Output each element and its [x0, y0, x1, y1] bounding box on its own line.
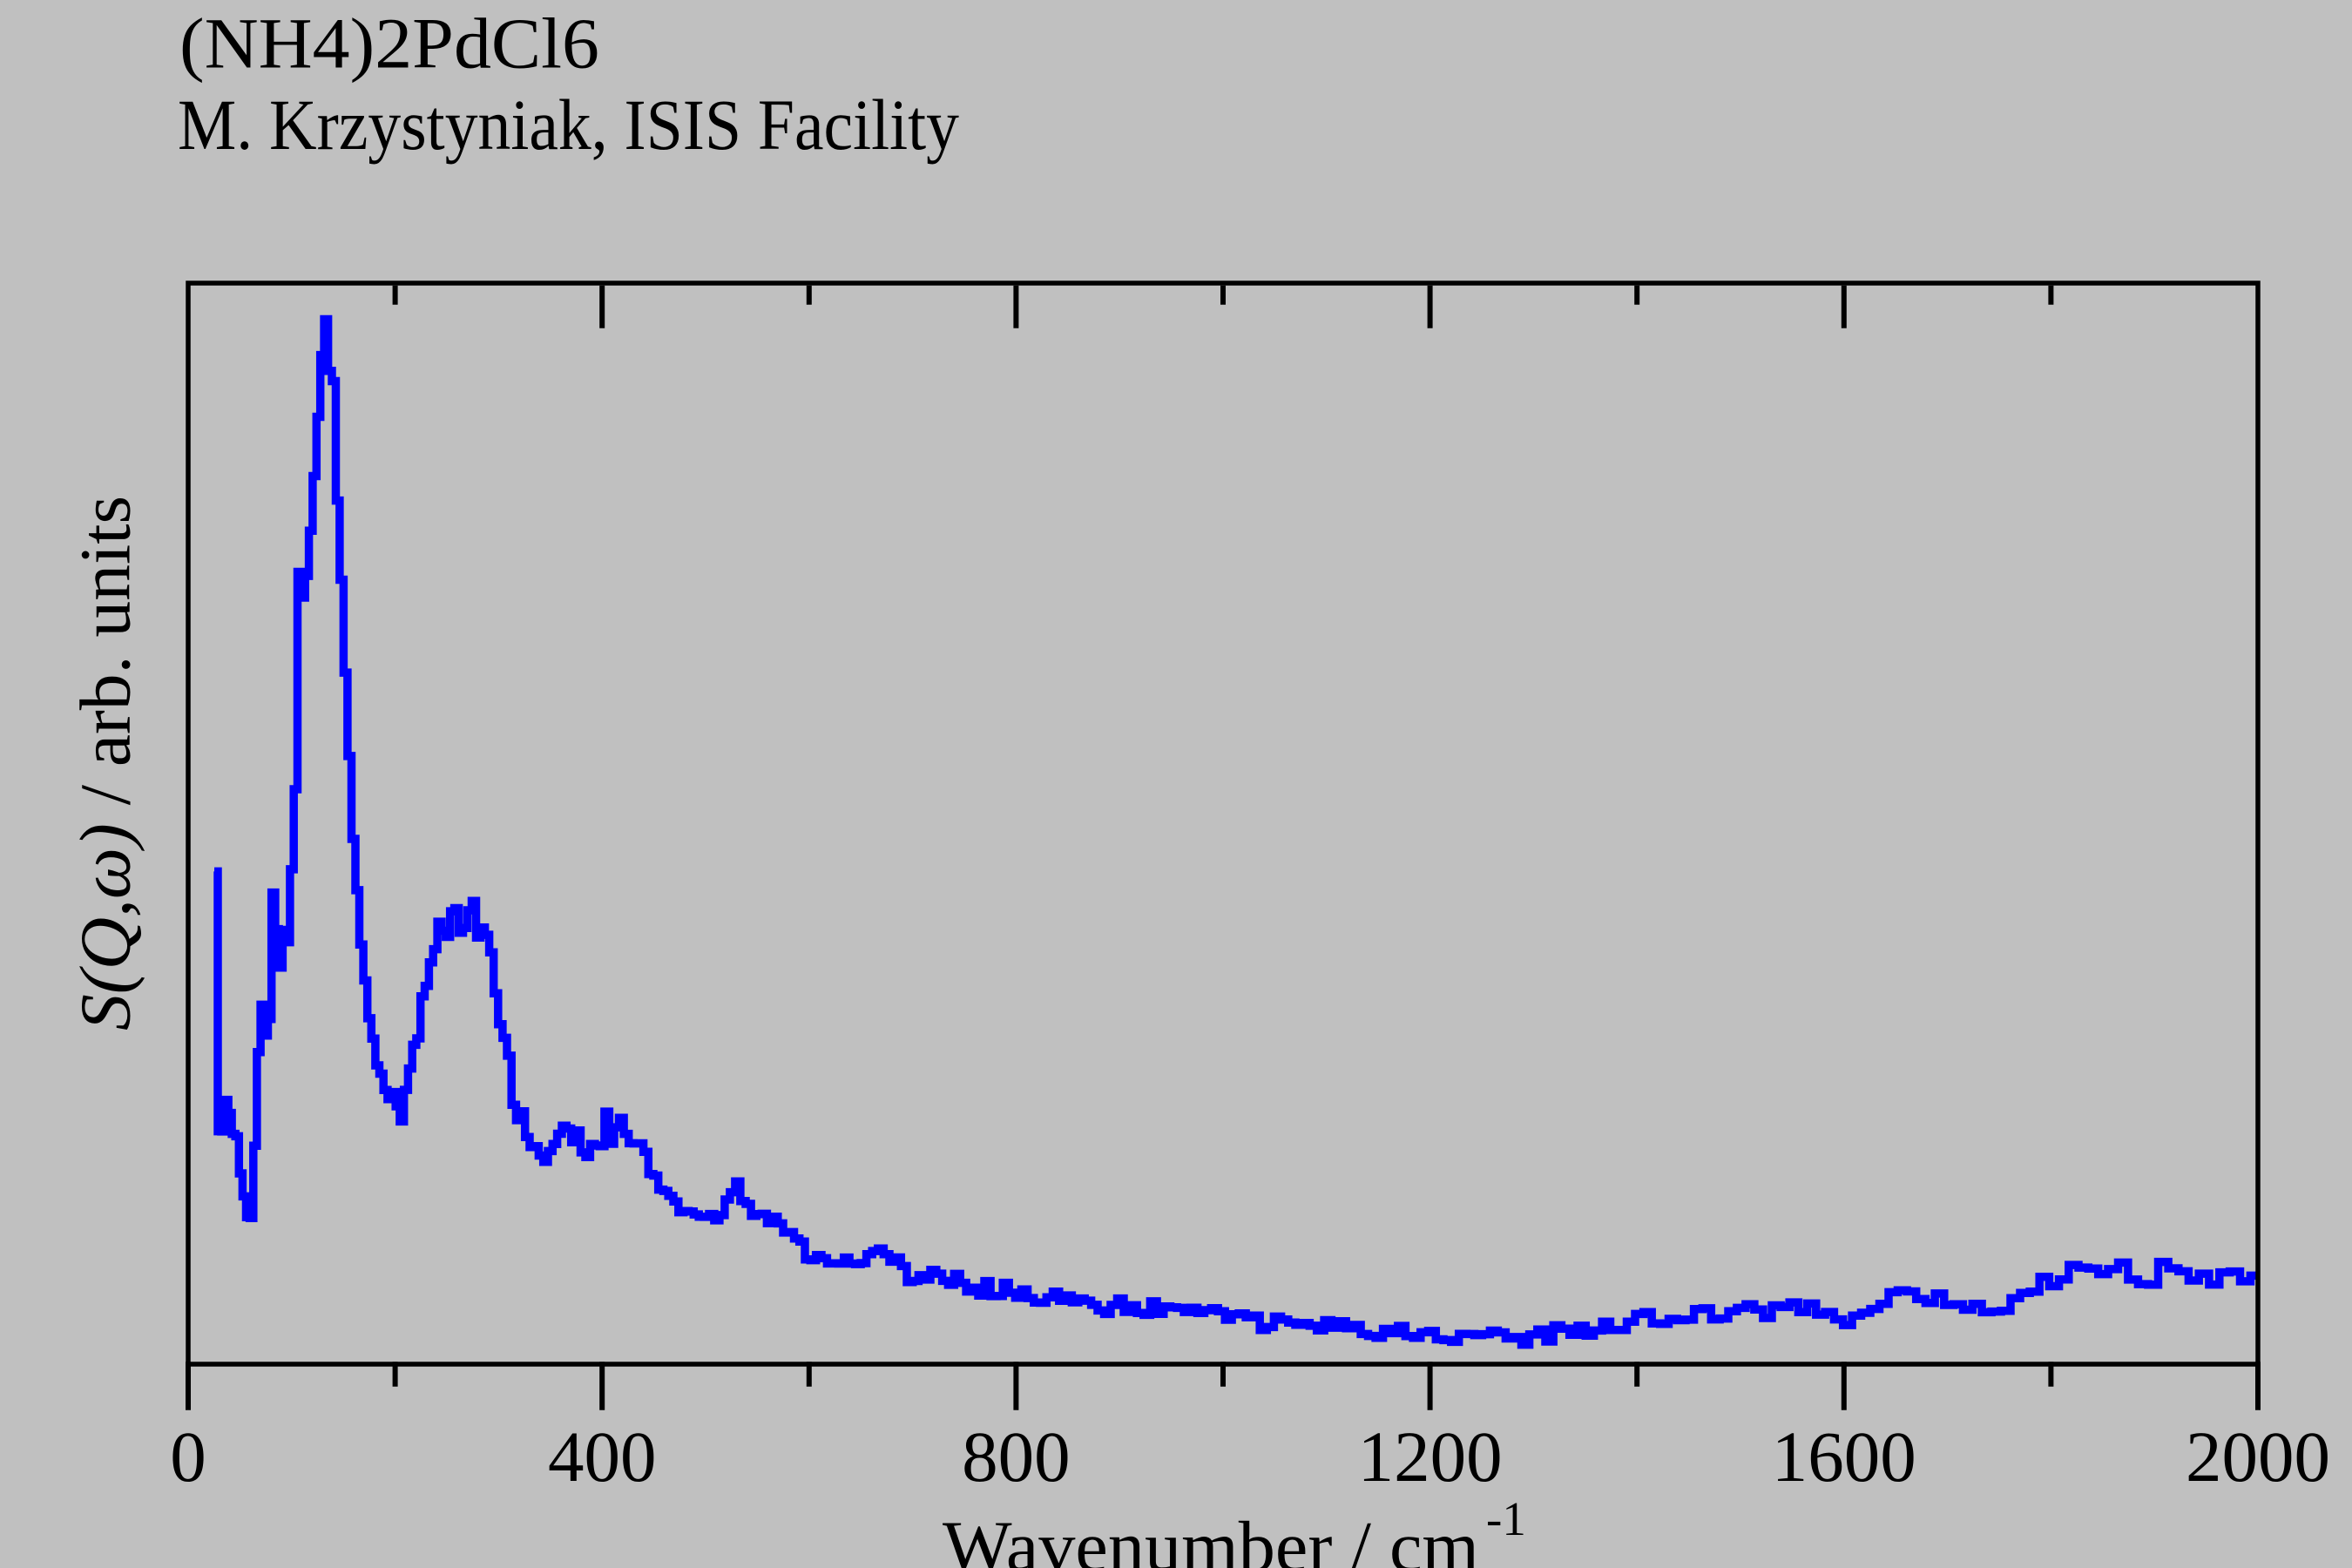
- svg-text:0: 0: [170, 1416, 206, 1497]
- svg-text:2000: 2000: [2186, 1416, 2330, 1497]
- svg-text:S(Q,ω) / arb. units: S(Q,ω) / arb. units: [65, 496, 145, 1031]
- svg-text:Wavenumber / cm: Wavenumber / cm: [943, 1506, 1479, 1568]
- svg-text:1600: 1600: [1772, 1416, 1916, 1497]
- svg-text:400: 400: [548, 1416, 657, 1497]
- svg-text:1200: 1200: [1358, 1416, 1503, 1497]
- svg-text:-1: -1: [1486, 1492, 1526, 1545]
- svg-text:M. Krzystyniak, ISIS Facility: M. Krzystyniak, ISIS Facility: [178, 84, 959, 165]
- svg-text:800: 800: [962, 1416, 1071, 1497]
- svg-text:(NH4)2PdCl6: (NH4)2PdCl6: [179, 3, 599, 84]
